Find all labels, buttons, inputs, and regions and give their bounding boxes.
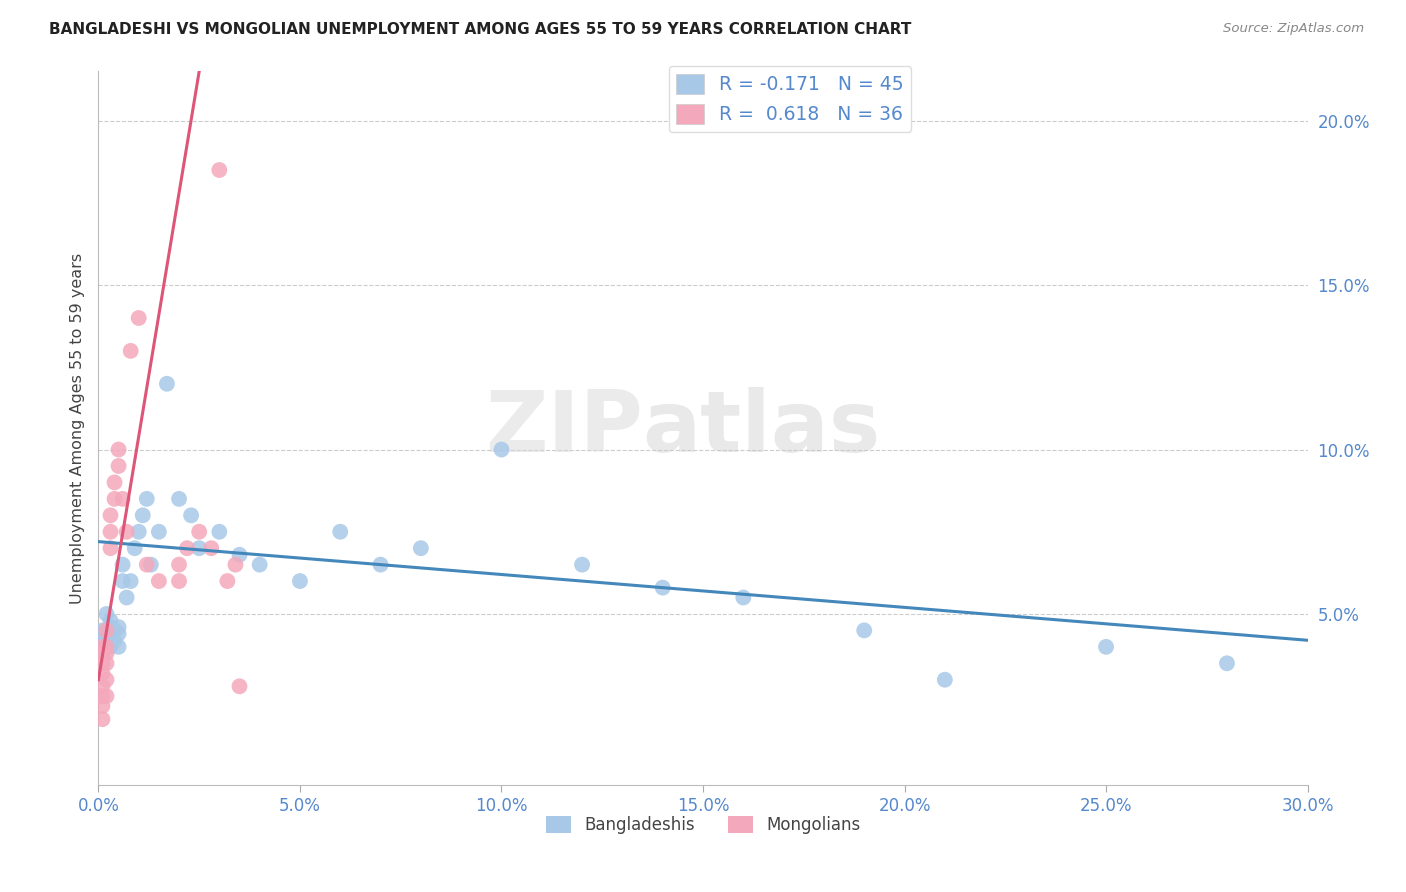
- Point: [167, 491, 190, 506]
- Point: [100, 524, 122, 539]
- Point: [135, 558, 157, 572]
- Point: [148, 524, 170, 539]
- Point: [91, 647, 114, 661]
- Point: [370, 558, 392, 572]
- Point: [103, 491, 125, 506]
- Legend: Bangladeshis, Mongolians: Bangladeshis, Mongolians: [538, 809, 868, 841]
- Text: atlas: atlas: [643, 386, 880, 470]
- Point: [103, 475, 125, 490]
- Text: Source: ZipAtlas.com: Source: ZipAtlas.com: [1223, 22, 1364, 36]
- Point: [107, 626, 129, 640]
- Point: [103, 633, 125, 648]
- Point: [107, 640, 129, 654]
- Point: [135, 491, 157, 506]
- Point: [188, 524, 211, 539]
- Point: [91, 640, 114, 654]
- Point: [107, 442, 129, 457]
- Point: [111, 574, 134, 588]
- Point: [96, 624, 118, 638]
- Point: [100, 614, 122, 628]
- Point: [96, 657, 118, 671]
- Point: [249, 558, 271, 572]
- Point: [91, 666, 114, 681]
- Point: [208, 524, 231, 539]
- Point: [96, 647, 118, 661]
- Point: [228, 679, 250, 693]
- Point: [91, 689, 114, 703]
- Point: [91, 699, 114, 714]
- Text: BANGLADESHI VS MONGOLIAN UNEMPLOYMENT AMONG AGES 55 TO 59 YEARS CORRELATION CHAR: BANGLADESHI VS MONGOLIAN UNEMPLOYMENT AM…: [49, 22, 911, 37]
- Point: [115, 591, 138, 605]
- Point: [91, 712, 114, 726]
- Point: [100, 508, 122, 523]
- Point: [409, 541, 432, 556]
- Point: [156, 376, 179, 391]
- Point: [91, 624, 114, 638]
- Point: [111, 558, 134, 572]
- Point: [167, 558, 190, 572]
- Point: [120, 574, 142, 588]
- Point: [208, 163, 231, 178]
- Point: [139, 558, 162, 572]
- Point: [571, 558, 593, 572]
- Point: [148, 574, 170, 588]
- Point: [188, 541, 211, 556]
- Point: [288, 574, 311, 588]
- Point: [107, 620, 129, 634]
- Point: [128, 524, 150, 539]
- Point: [651, 581, 673, 595]
- Point: [1095, 640, 1118, 654]
- Point: [115, 524, 138, 539]
- Point: [96, 607, 118, 621]
- Point: [491, 442, 513, 457]
- Point: [100, 640, 122, 654]
- Point: [96, 624, 118, 638]
- Point: [100, 541, 122, 556]
- Point: [200, 541, 222, 556]
- Point: [329, 524, 352, 539]
- Point: [103, 624, 125, 638]
- Point: [96, 673, 118, 687]
- Point: [96, 689, 118, 703]
- Point: [91, 647, 114, 661]
- Point: [91, 679, 114, 693]
- Point: [228, 548, 250, 562]
- Point: [167, 574, 190, 588]
- Y-axis label: Unemployment Among Ages 55 to 59 years: Unemployment Among Ages 55 to 59 years: [69, 252, 84, 604]
- Point: [132, 508, 155, 523]
- Point: [224, 558, 246, 572]
- Point: [91, 657, 114, 671]
- Point: [96, 633, 118, 648]
- Text: ZIP: ZIP: [485, 386, 643, 470]
- Point: [1216, 657, 1239, 671]
- Point: [91, 633, 114, 648]
- Point: [107, 458, 129, 473]
- Point: [733, 591, 755, 605]
- Point: [176, 541, 198, 556]
- Point: [128, 310, 150, 325]
- Point: [934, 673, 956, 687]
- Point: [96, 640, 118, 654]
- Point: [180, 508, 202, 523]
- Point: [100, 620, 122, 634]
- Point: [853, 624, 876, 638]
- Point: [217, 574, 239, 588]
- Point: [100, 626, 122, 640]
- Point: [120, 343, 142, 358]
- Point: [124, 541, 146, 556]
- Point: [111, 491, 134, 506]
- Point: [96, 640, 118, 654]
